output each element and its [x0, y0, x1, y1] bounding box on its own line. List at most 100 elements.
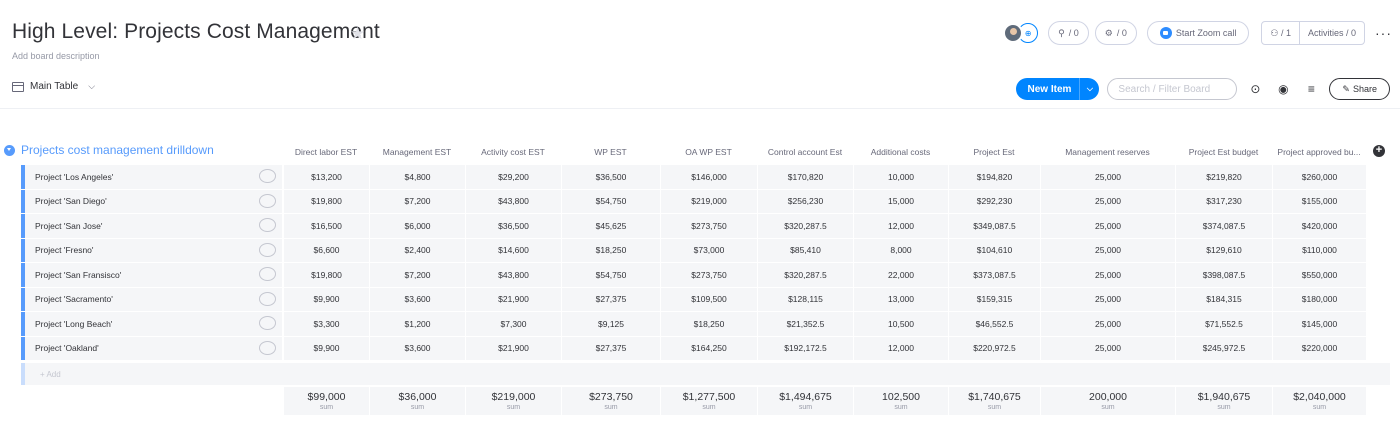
- table-cell[interactable]: $18,250: [660, 312, 757, 336]
- table-cell[interactable]: $192,172.5: [757, 336, 853, 360]
- table-cell[interactable]: $2,400: [369, 238, 465, 262]
- table-cell[interactable]: $180,000: [1272, 287, 1366, 311]
- column-header[interactable]: Additional costs: [870, 147, 931, 157]
- column-sum[interactable]: $1,494,675 sum: [757, 387, 853, 415]
- table-cell[interactable]: 12,000: [853, 336, 948, 360]
- add-item-row[interactable]: + Add: [21, 363, 1390, 385]
- table-row[interactable]: Project 'Los Angeles' $13,200 $4,800 $29,20…: [21, 165, 1390, 190]
- table-cell[interactable]: $170,820: [757, 165, 853, 189]
- table-cell[interactable]: $320,287.5: [757, 214, 853, 238]
- board-title[interactable]: High Level: Projects Cost Management: [12, 20, 380, 43]
- table-cell[interactable]: $184,315: [1175, 287, 1272, 311]
- integrations-button[interactable]: ⚙ / 0: [1094, 21, 1137, 45]
- column-sum[interactable]: 102,500 sum: [853, 387, 948, 415]
- table-row[interactable]: Project 'Fresno' $6,600 $2,400 $14,600 $18,2…: [21, 238, 1390, 263]
- table-cell[interactable]: $109,500: [660, 287, 757, 311]
- table-cell[interactable]: $36,500: [561, 165, 660, 189]
- table-row[interactable]: Project 'San Jose' $16,500 $6,000 $36,500 $4…: [21, 214, 1390, 239]
- table-cell[interactable]: $159,315: [948, 287, 1040, 311]
- column-sum[interactable]: $273,750 sum: [561, 387, 660, 415]
- column-sum[interactable]: $99,000 sum: [283, 387, 369, 415]
- comment-bubble-icon[interactable]: [259, 193, 276, 208]
- members-button[interactable]: ⚇ / 1: [1270, 27, 1291, 38]
- table-cell[interactable]: 25,000: [1040, 214, 1175, 238]
- table-cell[interactable]: $146,000: [660, 165, 757, 189]
- table-cell[interactable]: $219,820: [1175, 165, 1272, 189]
- table-cell[interactable]: $129,610: [1175, 238, 1272, 262]
- table-cell[interactable]: $317,230: [1175, 189, 1272, 213]
- table-cell[interactable]: 12,000: [853, 214, 948, 238]
- column-header[interactable]: Activity cost EST: [481, 147, 545, 157]
- table-cell[interactable]: $27,375: [561, 287, 660, 311]
- item-name[interactable]: Project 'San Fransisco': [21, 263, 282, 287]
- table-cell[interactable]: 25,000: [1040, 189, 1175, 213]
- table-cell[interactable]: $110,000: [1272, 238, 1366, 262]
- item-name[interactable]: Project 'Fresno': [21, 238, 282, 262]
- table-cell[interactable]: $6,000: [369, 214, 465, 238]
- table-cell[interactable]: $273,750: [660, 263, 757, 287]
- table-cell[interactable]: $420,000: [1272, 214, 1366, 238]
- comment-bubble-icon[interactable]: [259, 340, 276, 355]
- column-header[interactable]: Direct labor EST: [294, 147, 358, 157]
- table-cell[interactable]: $54,750: [561, 263, 660, 287]
- search-filter-input[interactable]: Search / Filter Board: [1107, 78, 1238, 100]
- table-cell[interactable]: $85,410: [757, 238, 853, 262]
- star-icon[interactable]: ★: [350, 24, 366, 43]
- table-cell[interactable]: $550,000: [1272, 263, 1366, 287]
- table-cell[interactable]: $320,287.5: [757, 263, 853, 287]
- activities-button[interactable]: Activities / 0: [1307, 28, 1356, 38]
- table-cell[interactable]: $43,800: [465, 189, 561, 213]
- item-name[interactable]: Project 'San Jose': [21, 214, 282, 238]
- table-cell[interactable]: $256,230: [757, 189, 853, 213]
- table-row[interactable]: Project 'Long Beach' $3,300 $1,200 $7,300 $9…: [21, 312, 1390, 337]
- table-cell[interactable]: $9,125: [561, 312, 660, 336]
- table-cell[interactable]: 15,000: [853, 189, 948, 213]
- table-row[interactable]: Project 'Sacramento' $9,900 $3,600 $21,900 $…: [21, 287, 1390, 312]
- column-header[interactable]: Project approved bu...: [1277, 147, 1361, 157]
- item-name[interactable]: Project 'Long Beach': [21, 312, 282, 336]
- table-cell[interactable]: $36,500: [465, 214, 561, 238]
- table-cell[interactable]: $219,000: [660, 189, 757, 213]
- table-cell[interactable]: $21,900: [465, 287, 561, 311]
- table-cell[interactable]: 25,000: [1040, 287, 1175, 311]
- table-cell[interactable]: $29,200: [465, 165, 561, 189]
- new-item-button[interactable]: New Item ⌵: [1015, 78, 1100, 100]
- item-name[interactable]: Project 'Sacramento': [21, 287, 282, 311]
- table-cell[interactable]: $71,552.5: [1175, 312, 1272, 336]
- column-sum[interactable]: $36,000 sum: [369, 387, 465, 415]
- table-row[interactable]: Project 'San Diego' $19,800 $7,200 $43,800 $…: [21, 189, 1390, 214]
- table-cell[interactable]: 25,000: [1040, 165, 1175, 189]
- table-cell[interactable]: $220,972.5: [948, 336, 1040, 360]
- table-cell[interactable]: $3,600: [369, 336, 465, 360]
- person-filter-icon[interactable]: ⊙: [1250, 82, 1261, 96]
- comment-bubble-icon[interactable]: [259, 267, 276, 281]
- table-cell[interactable]: 25,000: [1040, 336, 1175, 360]
- table-cell[interactable]: $398,087.5: [1175, 263, 1272, 287]
- table-cell[interactable]: 25,000: [1040, 263, 1175, 287]
- column-sum[interactable]: $1,277,500 sum: [660, 387, 757, 415]
- table-cell[interactable]: $3,300: [283, 312, 369, 336]
- table-row[interactable]: Project 'San Fransisco' $19,800 $7,200 $43,…: [21, 263, 1390, 288]
- table-cell[interactable]: $13,200: [283, 165, 369, 189]
- comment-bubble-icon[interactable]: [259, 218, 276, 232]
- table-cell[interactable]: $7,200: [369, 189, 465, 213]
- add-column-icon[interactable]: +: [1373, 145, 1385, 157]
- table-cell[interactable]: 25,000: [1040, 312, 1175, 336]
- table-cell[interactable]: $104,610: [948, 238, 1040, 262]
- table-cell[interactable]: 10,000: [853, 165, 948, 189]
- members-avatars[interactable]: ⊕: [1003, 23, 1039, 43]
- column-sum[interactable]: $2,040,000 sum: [1272, 387, 1366, 415]
- table-cell[interactable]: 25,000: [1040, 238, 1175, 262]
- eye-icon[interactable]: ◉: [1278, 82, 1289, 96]
- table-cell[interactable]: 13,000: [853, 287, 948, 311]
- item-name[interactable]: Project 'Los Angeles': [21, 165, 282, 189]
- column-header[interactable]: OA WP EST: [685, 147, 732, 157]
- column-sum[interactable]: 200,000 sum: [1040, 387, 1175, 415]
- table-cell[interactable]: $21,352.5: [757, 312, 853, 336]
- table-cell[interactable]: $9,900: [283, 287, 369, 311]
- view-selector[interactable]: Main Table ⌵: [12, 81, 95, 92]
- column-header[interactable]: Management reserves: [1065, 147, 1150, 157]
- table-cell[interactable]: $194,820: [948, 165, 1040, 189]
- comment-bubble-icon[interactable]: [259, 291, 276, 306]
- table-cell[interactable]: $292,230: [948, 189, 1040, 213]
